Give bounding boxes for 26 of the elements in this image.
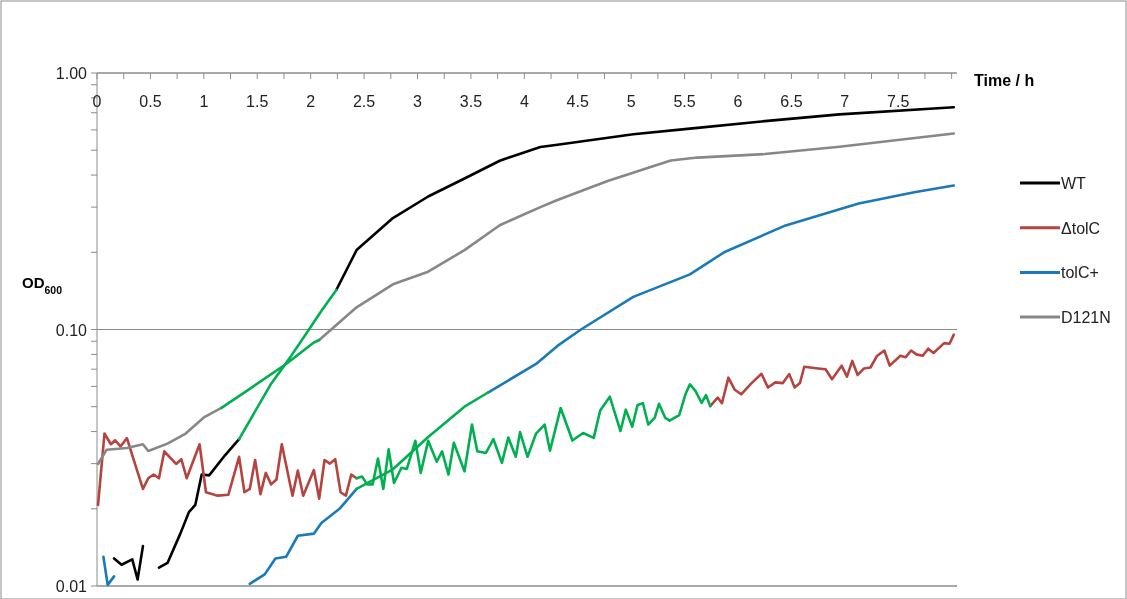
line-series — [355, 383, 712, 491]
legend-label: WT — [1061, 175, 1087, 192]
x-tick-label: 0.5 — [139, 93, 162, 110]
x-tick-label: 6.5 — [780, 93, 803, 110]
y-tick-label: 0.01 — [55, 578, 88, 595]
y-axis-title: OD$_{600}$ — [22, 274, 63, 296]
legend-label: D121N — [1061, 309, 1111, 327]
x-tick-label: 7.5 — [887, 93, 910, 110]
x-tick-label: 4.5 — [566, 93, 589, 110]
x-tick-label: 4 — [519, 93, 529, 110]
x-tick-label: 3 — [413, 93, 423, 110]
x-tick-label: 0 — [92, 93, 102, 110]
x-tick-label: 5 — [626, 93, 636, 110]
x-tick-label: 2 — [306, 93, 316, 110]
x-tick-label: 5.5 — [673, 93, 696, 110]
x-tick-label: 3.5 — [459, 93, 483, 110]
legend-label: tolC+ — [1061, 264, 1099, 282]
x-tick-label: 1.5 — [246, 93, 269, 110]
x-tick-label: 2.5 — [352, 93, 376, 110]
legend-label: ΔtolC — [1061, 219, 1101, 237]
x-tick-label: 6 — [733, 93, 743, 110]
x-axis-title: Time / h — [974, 72, 1035, 89]
x-tick-label: 7 — [840, 93, 850, 110]
x-tick-label: 1 — [199, 93, 209, 110]
y-tick-label: 1.00 — [55, 65, 88, 82]
y-tick-label: 0.10 — [55, 321, 88, 339]
